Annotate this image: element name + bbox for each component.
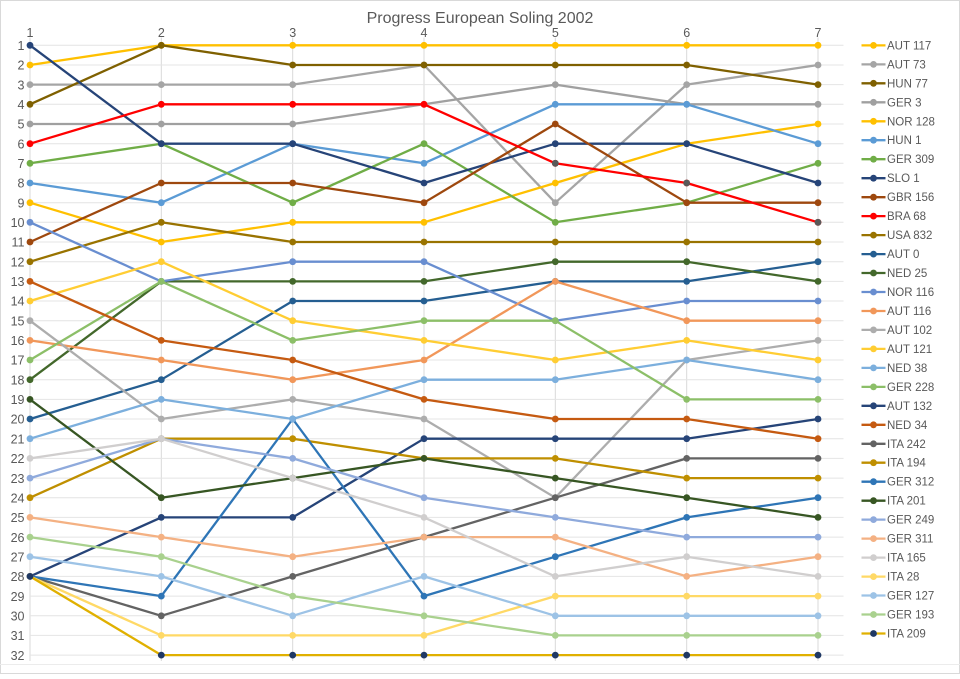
svg-text:20: 20 xyxy=(11,413,25,427)
svg-text:9: 9 xyxy=(18,196,25,210)
svg-text:NOR 116: NOR 116 xyxy=(887,287,934,299)
svg-text:AUT 73: AUT 73 xyxy=(887,59,926,71)
svg-text:NED 25: NED 25 xyxy=(887,268,927,280)
svg-text:23: 23 xyxy=(11,472,25,486)
svg-text:31: 31 xyxy=(11,629,25,643)
svg-text:NOR 128: NOR 128 xyxy=(887,116,935,128)
svg-text:AUT 102: AUT 102 xyxy=(887,325,932,337)
svg-text:15: 15 xyxy=(11,314,25,328)
svg-text:1: 1 xyxy=(27,26,34,40)
svg-text:26: 26 xyxy=(11,531,25,545)
svg-text:ITA 242: ITA 242 xyxy=(887,439,926,451)
svg-text:5: 5 xyxy=(18,118,25,132)
svg-text:SLO 1: SLO 1 xyxy=(887,173,920,185)
svg-text:AUT 116: AUT 116 xyxy=(887,306,931,318)
svg-text:GER 249: GER 249 xyxy=(887,515,934,527)
svg-text:Progress European Soling 2002: Progress European Soling 2002 xyxy=(367,10,594,27)
svg-text:GER 228: GER 228 xyxy=(887,382,934,394)
svg-text:4: 4 xyxy=(18,98,25,112)
svg-text:GER 312: GER 312 xyxy=(887,477,934,489)
svg-text:HUN 77: HUN 77 xyxy=(887,78,928,90)
svg-text:19: 19 xyxy=(11,393,25,407)
svg-text:ITA 209: ITA 209 xyxy=(887,629,926,641)
svg-text:14: 14 xyxy=(11,295,25,309)
svg-text:2: 2 xyxy=(18,59,25,73)
svg-text:GER 193: GER 193 xyxy=(887,610,934,622)
svg-text:BRA 68: BRA 68 xyxy=(887,211,926,223)
svg-text:7: 7 xyxy=(18,157,25,171)
svg-text:7: 7 xyxy=(815,26,822,40)
svg-text:22: 22 xyxy=(11,452,25,466)
svg-text:25: 25 xyxy=(11,511,25,525)
svg-text:29: 29 xyxy=(11,590,25,604)
svg-text:GER 127: GER 127 xyxy=(887,591,934,603)
svg-text:18: 18 xyxy=(11,373,25,387)
svg-text:21: 21 xyxy=(11,432,25,446)
svg-text:10: 10 xyxy=(11,216,25,230)
svg-text:6: 6 xyxy=(18,137,25,151)
svg-text:27: 27 xyxy=(11,550,25,564)
svg-text:ITA 194: ITA 194 xyxy=(887,458,926,470)
svg-text:28: 28 xyxy=(11,570,25,584)
svg-text:AUT 132: AUT 132 xyxy=(887,401,932,413)
svg-text:8: 8 xyxy=(18,177,25,191)
svg-text:12: 12 xyxy=(11,255,25,269)
svg-text:32: 32 xyxy=(11,649,25,663)
svg-text:11: 11 xyxy=(12,236,25,250)
svg-text:16: 16 xyxy=(11,334,25,348)
svg-text:HUN 1: HUN 1 xyxy=(887,135,922,147)
svg-text:4: 4 xyxy=(421,26,428,40)
svg-text:NED 38: NED 38 xyxy=(887,363,927,375)
svg-text:1: 1 xyxy=(18,39,25,53)
svg-text:3: 3 xyxy=(18,78,25,92)
svg-text:ITA 201: ITA 201 xyxy=(887,496,926,508)
svg-text:24: 24 xyxy=(11,491,25,505)
svg-text:AUT 121: AUT 121 xyxy=(887,344,932,356)
svg-text:AUT 117: AUT 117 xyxy=(887,40,931,52)
svg-text:2: 2 xyxy=(158,26,165,40)
svg-text:13: 13 xyxy=(11,275,25,289)
svg-text:GER 309: GER 309 xyxy=(887,154,934,166)
svg-text:GER 311: GER 311 xyxy=(887,534,933,546)
svg-text:3: 3 xyxy=(289,26,296,40)
svg-text:5: 5 xyxy=(552,26,559,40)
svg-text:ITA 165: ITA 165 xyxy=(887,553,926,565)
svg-text:ITA 28: ITA 28 xyxy=(887,572,919,584)
svg-text:GER 3: GER 3 xyxy=(887,97,922,109)
svg-text:6: 6 xyxy=(683,26,690,40)
svg-text:USA 832: USA 832 xyxy=(887,230,932,242)
svg-text:AUT 0: AUT 0 xyxy=(887,249,919,261)
svg-text:NED 34: NED 34 xyxy=(887,420,928,432)
svg-text:30: 30 xyxy=(11,610,25,624)
svg-text:17: 17 xyxy=(11,354,25,368)
svg-text:GBR 156: GBR 156 xyxy=(887,192,934,204)
